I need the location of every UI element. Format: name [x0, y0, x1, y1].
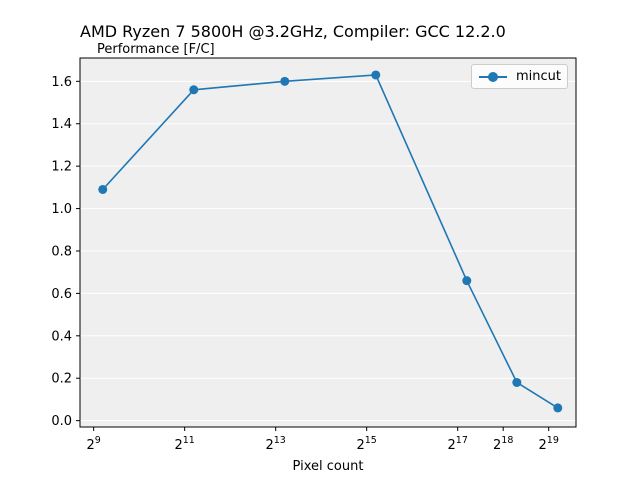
y-tick-label: 0.0	[51, 414, 72, 429]
y-tick-label: 1.2	[51, 160, 72, 175]
data-point	[371, 70, 381, 80]
x-tick-label: 213	[265, 435, 285, 453]
data-point	[189, 85, 199, 95]
y-tick-label: 1.0	[51, 202, 72, 217]
legend-marker-swatch	[488, 72, 498, 82]
plot-frame	[79, 57, 577, 428]
series-layer	[98, 70, 563, 413]
y-tick-label: 1.6	[51, 75, 72, 90]
y-tick-label: 1.4	[51, 117, 72, 132]
y-tick-label: 0.8	[51, 244, 72, 259]
x-tick-label: 217	[448, 435, 468, 453]
data-point	[280, 76, 290, 86]
data-point	[553, 403, 563, 413]
y-tick-label: 0.2	[51, 372, 72, 387]
legend-series-name: mincut	[516, 69, 561, 84]
x-tick-label: 211	[174, 435, 194, 453]
y-axis-ticks: 0.0 0.2 0.4 0.6 0.8 1.0 1.2 1.4 1.6	[51, 75, 80, 429]
data-point	[98, 184, 108, 194]
legend: mincut	[471, 64, 568, 89]
y-tick-label: 0.6	[51, 287, 72, 302]
plot-area	[80, 58, 576, 427]
x-tick-label: 218	[493, 435, 513, 453]
data-point	[512, 377, 522, 387]
data-point	[462, 276, 472, 286]
x-tick-label: 215	[356, 435, 376, 453]
chart-title: AMD Ryzen 7 5800H @3.2GHz, Compiler: GCC…	[80, 22, 506, 41]
x-axis-label: Pixel count	[292, 459, 364, 474]
y-tick-label: 0.4	[51, 329, 72, 344]
y-axis-label: Performance [F/C]	[97, 42, 215, 57]
x-tick-label: 219	[539, 435, 559, 453]
x-tick-label: 29	[86, 435, 100, 453]
x-axis-ticks: 29 211 213 215 217 218 219	[86, 427, 559, 453]
